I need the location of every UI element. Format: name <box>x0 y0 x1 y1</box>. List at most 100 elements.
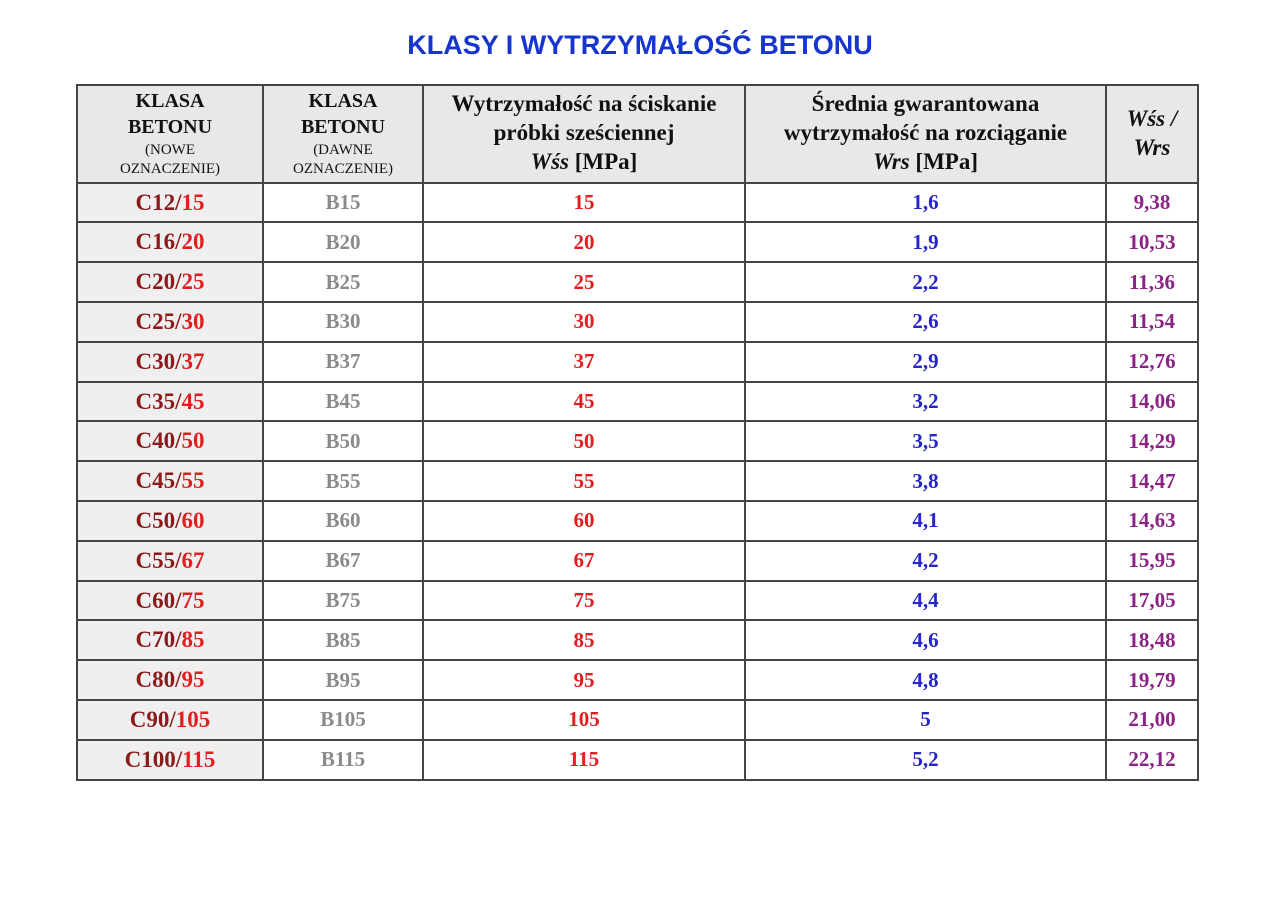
klasa-nowa-suffix: 115 <box>182 746 216 772</box>
cell-ratio-value: 14,29 <box>1105 420 1199 463</box>
cell-klasa-dawna: B15 <box>262 181 424 224</box>
klasa-nowa-suffix: 95 <box>181 667 205 693</box>
cell-wrs-value: 4,4 <box>744 579 1107 622</box>
klasa-nowa-prefix: C25/ <box>135 308 182 334</box>
table-row: C90/105 B105 105 5 21,00 <box>76 699 1199 741</box>
cell-ratio-value: 11,36 <box>1105 261 1199 304</box>
klasa-nowa-suffix: 20 <box>181 229 205 255</box>
cell-ratio-value: 12,76 <box>1105 340 1199 383</box>
cell-wrs-value: 2,9 <box>744 340 1107 383</box>
klasa-nowa-prefix: C55/ <box>135 547 182 573</box>
cell-klasa-nowa: C70/85 <box>76 619 264 662</box>
header-line: Wytrzymałość na ściskanie <box>451 91 717 117</box>
table-body: C12/15 B15 15 1,6 9,38 C16/20 B20 20 1,9… <box>76 181 1199 781</box>
cell-klasa-dawna: B75 <box>262 579 424 622</box>
cell-klasa-dawna: B105 <box>262 699 424 741</box>
cell-klasa-dawna: B37 <box>262 340 424 383</box>
cell-wrs-value: 3,5 <box>744 420 1107 463</box>
header-line: Wśs / <box>1126 105 1178 131</box>
mpa-unit: [MPa] <box>574 149 638 175</box>
cell-klasa-dawna: B60 <box>262 500 424 542</box>
cell-klasa-nowa: C25/30 <box>76 301 264 343</box>
cell-klasa-nowa: C40/50 <box>76 420 264 463</box>
concrete-classes-table: KLASA BETONU (NOWE OZNACZENIE) KLASA BET… <box>76 83 1199 781</box>
table-row: C25/30 B30 30 2,6 11,54 <box>76 301 1199 343</box>
table-row: C20/25 B25 25 2,2 11,36 <box>76 261 1199 304</box>
cell-wrs-value: 3,8 <box>744 460 1107 503</box>
klasa-nowa-suffix: 50 <box>181 428 205 454</box>
cell-klasa-dawna: B67 <box>262 539 424 582</box>
header-symbol-line: Wśs [MPa] <box>425 148 743 177</box>
cell-klasa-dawna: B115 <box>262 738 424 781</box>
cell-ratio-value: 15,95 <box>1105 539 1199 582</box>
table-row: C60/75 B75 75 4,4 17,05 <box>76 579 1199 622</box>
klasa-nowa-suffix: 55 <box>181 468 205 494</box>
cell-klasa-nowa: C90/105 <box>76 699 264 741</box>
header-line: KLASA <box>308 89 378 112</box>
table-row: C30/37 B37 37 2,9 12,76 <box>76 340 1199 383</box>
cell-wss-value: 55 <box>422 460 746 503</box>
klasa-nowa-suffix: 25 <box>181 269 205 295</box>
cell-ratio-value: 9,38 <box>1105 181 1199 224</box>
cell-ratio-value: 19,79 <box>1105 659 1199 702</box>
cell-klasa-nowa: C12/15 <box>76 181 264 224</box>
cell-ratio-value: 14,63 <box>1105 500 1199 542</box>
cell-wss-value: 30 <box>422 301 746 343</box>
klasa-nowa-prefix: C16/ <box>135 229 182 255</box>
klasa-nowa-prefix: C12/ <box>135 189 182 215</box>
header-line: wytrzymałość na rozciąganie <box>783 120 1068 146</box>
header-line: BETONU <box>300 116 386 139</box>
klasa-nowa-suffix: 105 <box>175 706 211 732</box>
table-header: KLASA BETONU (NOWE OZNACZENIE) KLASA BET… <box>76 83 1199 184</box>
cell-wrs-value: 1,9 <box>744 221 1107 264</box>
header-line: BETONU <box>127 116 213 139</box>
klasa-nowa-suffix: 15 <box>181 189 205 215</box>
cell-ratio-value: 14,06 <box>1105 380 1199 423</box>
table-row: C80/95 B95 95 4,8 19,79 <box>76 659 1199 702</box>
cell-wss-value: 115 <box>422 738 746 781</box>
cell-klasa-dawna: B45 <box>262 380 424 423</box>
header-row: KLASA BETONU (NOWE OZNACZENIE) KLASA BET… <box>76 83 1199 184</box>
cell-klasa-dawna: B50 <box>262 420 424 463</box>
cell-klasa-dawna: B20 <box>262 221 424 264</box>
cell-klasa-nowa: C80/95 <box>76 659 264 702</box>
cell-wrs-value: 5 <box>744 699 1107 741</box>
cell-wrs-value: 1,6 <box>744 181 1107 224</box>
cell-wrs-value: 3,2 <box>744 380 1107 423</box>
cell-ratio-value: 14,47 <box>1105 460 1199 503</box>
header-wytrzymalosc-sciskanie: Wytrzymałość na ściskanie próbki szeście… <box>422 83 746 184</box>
table-row: C12/15 B15 15 1,6 9,38 <box>76 181 1199 224</box>
cell-klasa-nowa: C35/45 <box>76 380 264 423</box>
klasa-nowa-suffix: 45 <box>181 388 205 414</box>
table-row: C16/20 B20 20 1,9 10,53 <box>76 221 1199 264</box>
table-row: C70/85 B85 85 4,6 18,48 <box>76 619 1199 662</box>
cell-wss-value: 60 <box>422 500 746 542</box>
cell-wss-value: 15 <box>422 181 746 224</box>
header-line: Średnia gwarantowana <box>811 91 1040 117</box>
table-row: C35/45 B45 45 3,2 14,06 <box>76 380 1199 423</box>
klasa-nowa-prefix: C40/ <box>135 428 182 454</box>
cell-wss-value: 45 <box>422 380 746 423</box>
table-row: C55/67 B67 67 4,2 15,95 <box>76 539 1199 582</box>
klasa-nowa-prefix: C50/ <box>135 507 182 533</box>
klasa-nowa-suffix: 67 <box>181 547 205 573</box>
header-subline: OZNACZENIE) <box>293 161 393 178</box>
table-row: C50/60 B60 60 4,1 14,63 <box>76 500 1199 542</box>
klasa-nowa-suffix: 60 <box>181 507 205 533</box>
cell-ratio-value: 11,54 <box>1105 301 1199 343</box>
klasa-nowa-prefix: C30/ <box>135 348 182 374</box>
cell-wss-value: 37 <box>422 340 746 383</box>
klasa-nowa-prefix: C35/ <box>135 388 182 414</box>
klasa-nowa-suffix: 37 <box>181 348 205 374</box>
cell-wrs-value: 4,8 <box>744 659 1107 702</box>
klasa-nowa-prefix: C100/ <box>124 746 183 772</box>
klasa-nowa-suffix: 85 <box>181 627 205 653</box>
cell-wss-value: 95 <box>422 659 746 702</box>
klasa-nowa-prefix: C45/ <box>135 468 182 494</box>
header-line: KLASA <box>135 89 205 112</box>
klasa-nowa-prefix: C90/ <box>129 706 176 732</box>
cell-wrs-value: 4,2 <box>744 539 1107 582</box>
cell-wss-value: 85 <box>422 619 746 662</box>
header-line: próbki sześciennej <box>493 120 675 146</box>
header-wss-wrs-ratio: Wśs / Wrs <box>1105 83 1199 184</box>
